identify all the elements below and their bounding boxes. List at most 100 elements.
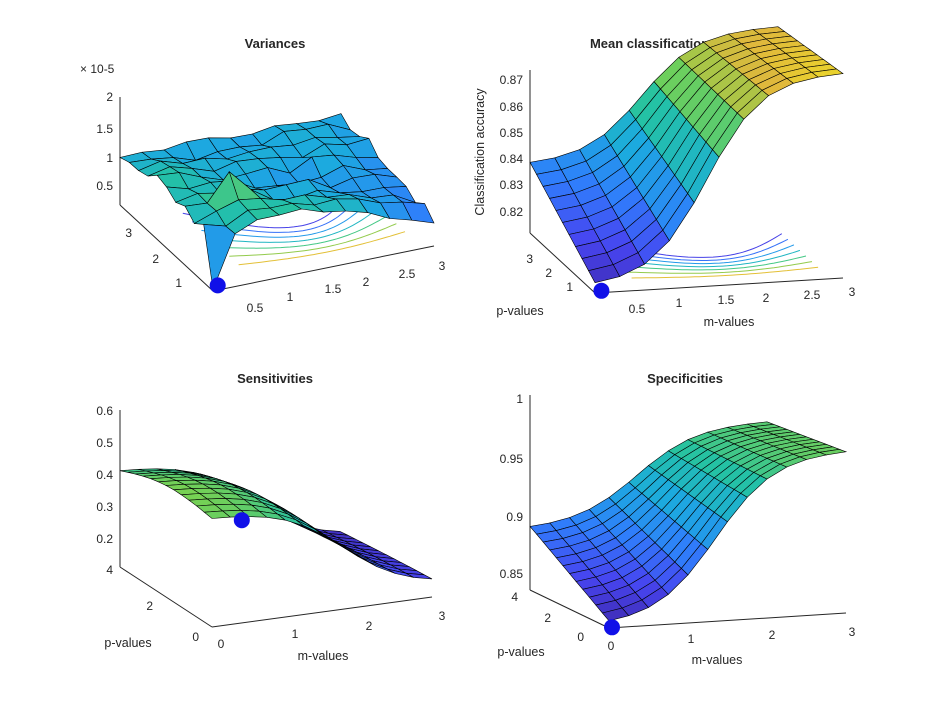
x-tick-label: 3 (439, 609, 446, 623)
z-tick-label: 0.87 (500, 73, 524, 87)
x-axis-ticks: 0 1 2 3 (218, 609, 446, 651)
contour-line (219, 215, 388, 249)
exponent-label: × 10-5 (80, 62, 115, 76)
x-tick-label: 0 (608, 639, 615, 653)
y-axis-ticks: 0 2 4 (106, 563, 199, 644)
minimum-marker (209, 277, 226, 294)
y-tick-label: 0 (192, 630, 199, 644)
surface-facet (405, 572, 433, 580)
z-axis-ticks: 0.82 0.83 0.84 0.85 0.86 0.87 (500, 73, 524, 219)
x-tick-label: 1 (287, 290, 294, 304)
x-axis-ticks: 0 1 2 3 (608, 625, 856, 653)
z-tick-label: 1.5 (96, 122, 113, 136)
y-tick-label: 2 (545, 266, 552, 280)
x-tick-label: 1.5 (718, 293, 735, 307)
x-axis-line (212, 245, 435, 292)
y-tick-label: 0 (577, 630, 584, 644)
y-tick-label: 2 (544, 611, 551, 625)
surface-plot (529, 421, 848, 622)
contour-line (618, 255, 807, 271)
x-tick-label: 2.5 (804, 288, 821, 302)
z-tick-label: 0.5 (96, 179, 113, 193)
x-tick-label: 3 (849, 625, 856, 639)
x-tick-label: 1 (688, 632, 695, 646)
x-tick-label: 0 (218, 637, 225, 651)
subplot-variances: Variances × 10-5 0.5 1 1.5 2 1 2 3 0.5 1… (80, 36, 446, 315)
y-tick-label: 2 (152, 252, 159, 266)
z-tick-label: 0.82 (500, 205, 524, 219)
x-tick-label: 2 (366, 619, 373, 633)
surface-plot (529, 26, 844, 284)
z-tick-label: 0.6 (96, 404, 113, 418)
z-axis-ticks: 0.2 0.3 0.4 0.5 0.6 (96, 404, 113, 546)
y-axis-label: p-values (497, 645, 544, 659)
x-axis-line (608, 612, 847, 629)
x-tick-label: 2 (769, 628, 776, 642)
maximum-marker (593, 282, 610, 299)
contour-line (631, 266, 819, 279)
contour-line (612, 249, 801, 268)
contour-line (201, 199, 371, 238)
z-tick-label: 0.2 (96, 532, 113, 546)
x-tick-label: 2.5 (399, 267, 416, 281)
contour-plot (592, 233, 819, 279)
y-axis-ticks: 1 2 3 (125, 226, 182, 290)
minimum-marker (604, 619, 620, 636)
x-tick-label: 1 (292, 627, 299, 641)
y-axis-line (529, 589, 610, 629)
y-tick-label: 3 (125, 226, 132, 240)
subplot-specificities: Specificities 0.85 0.9 0.95 1 0 2 4 p-va… (497, 371, 855, 667)
x-tick-label: 0.5 (247, 301, 264, 315)
z-axis-ticks: 0.5 1 1.5 2 (96, 90, 113, 193)
surface-plot (119, 113, 435, 291)
x-tick-label: 3 (439, 259, 446, 273)
x-axis-label: m-values (692, 653, 743, 667)
z-axis-label: Classification accuracy (473, 88, 487, 216)
z-axis-ticks: 0.85 0.9 0.95 1 (500, 392, 524, 581)
x-axis-line (594, 277, 844, 294)
maximum-marker (233, 512, 250, 529)
y-axis-line (119, 204, 214, 292)
y-tick-label: 1 (566, 280, 573, 294)
z-tick-label: 0.85 (500, 126, 524, 140)
chart-title: Specificities (647, 371, 723, 386)
x-axis-label: m-values (704, 315, 755, 329)
chart-title: Sensitivities (237, 371, 313, 386)
x-axis-label: m-values (298, 649, 349, 663)
x-tick-label: 2 (763, 291, 770, 305)
contour-line (625, 261, 813, 274)
surface-facet (810, 68, 844, 78)
y-axis-line (529, 232, 596, 294)
z-tick-label: 1 (516, 392, 523, 406)
z-tick-label: 0.84 (500, 152, 524, 166)
surface-facet (402, 201, 435, 224)
z-tick-label: 0.83 (500, 178, 524, 192)
x-axis-line (211, 596, 433, 628)
x-axis-ticks: 0.5 1 1.5 2 2.5 3 (247, 259, 446, 315)
contour-line (229, 223, 397, 257)
x-tick-label: 2 (363, 275, 370, 289)
z-tick-label: 0.86 (500, 100, 524, 114)
subplot-sensitivities: Sensitivities 0.2 0.3 0.4 0.5 0.6 0 2 4 … (96, 371, 445, 663)
surface-plot (119, 468, 433, 580)
x-tick-label: 0.5 (629, 302, 646, 316)
z-tick-label: 2 (106, 90, 113, 104)
z-tick-label: 0.4 (96, 468, 113, 482)
z-tick-label: 0.85 (500, 567, 524, 581)
subplot-accuracies: Mean classification accuracies 0.82 0.83… (473, 26, 856, 329)
y-tick-label: 1 (175, 276, 182, 290)
z-tick-label: 0.5 (96, 436, 113, 450)
y-tick-label: 4 (106, 563, 113, 577)
contour-line (238, 231, 406, 266)
y-axis-ticks: 1 2 3 (526, 252, 573, 294)
z-tick-label: 0.3 (96, 500, 113, 514)
x-axis-ticks: 0.5 1 1.5 2 2.5 3 (629, 285, 856, 316)
surface-facet (295, 519, 323, 535)
y-axis-line (119, 566, 213, 628)
z-tick-label: 0.9 (506, 510, 523, 524)
y-tick-label: 4 (511, 590, 518, 604)
y-tick-label: 2 (146, 599, 153, 613)
z-tick-label: 1 (106, 151, 113, 165)
z-tick-label: 0.95 (500, 452, 524, 466)
